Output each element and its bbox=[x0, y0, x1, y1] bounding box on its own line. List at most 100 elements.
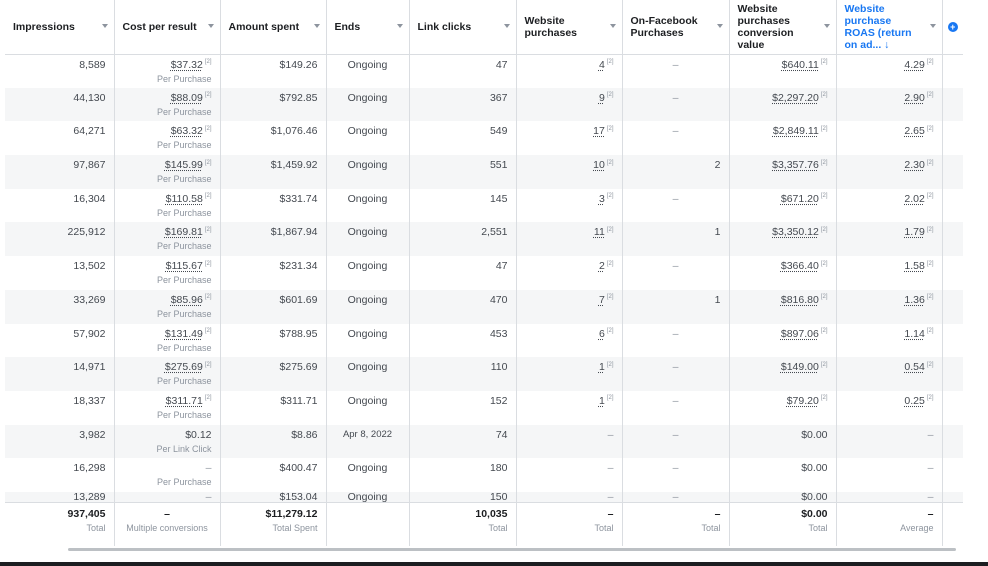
plus-circle-icon[interactable]: + bbox=[947, 21, 958, 32]
column-header-cost-per-result[interactable]: Cost per result bbox=[114, 0, 221, 55]
roas-value[interactable]: 1.14 bbox=[904, 327, 925, 340]
cost-per-result-value[interactable]: $131.49 bbox=[164, 327, 203, 340]
table-row[interactable]: 64,271 $63.32 [2] Per Purchase $1,076.46 Ongo… bbox=[5, 121, 963, 156]
website-purchases-value[interactable]: 1 bbox=[598, 394, 605, 407]
ends-value: Ongoing bbox=[347, 91, 388, 104]
table-row[interactable]: 14,971 $275.69 [2] Per Purchase $275.69 Ongoi… bbox=[5, 357, 963, 391]
window-bottom-edge bbox=[0, 562, 988, 566]
column-header-roas[interactable]: Website purchase ROAS (return on ad... ↓ bbox=[836, 0, 943, 55]
chevron-down-icon[interactable] bbox=[823, 23, 830, 28]
cost-per-result-value[interactable]: $311.71 bbox=[165, 394, 203, 407]
cell-conversion-value: $0.00 bbox=[729, 458, 837, 492]
roas-value[interactable]: 1.36 bbox=[904, 293, 925, 306]
roas-value[interactable]: 2.65 bbox=[904, 125, 925, 138]
column-header-impressions[interactable]: Impressions bbox=[5, 0, 115, 55]
conversion-value[interactable]: $366.40 bbox=[780, 260, 819, 273]
website-purchases-value[interactable]: 6 bbox=[598, 327, 605, 340]
table-row[interactable]: 16,304 $110.58 [2] Per Purchase $331.74 Ongoi… bbox=[5, 188, 963, 223]
chevron-down-icon[interactable] bbox=[207, 23, 214, 28]
table-row[interactable]: 44,130 $88.09 [2] Per Purchase $792.85 Ongoin… bbox=[5, 87, 963, 122]
column-header-ends[interactable]: Ends bbox=[326, 0, 410, 55]
table-row[interactable]: 18,337 $311.71 [2] Per Purchase $311.71 Ongoi… bbox=[5, 390, 963, 425]
cell-link-clicks: 2,551 bbox=[409, 222, 517, 257]
conversion-value[interactable]: $3,350.12 bbox=[772, 226, 819, 239]
website-purchases-value[interactable]: 11 bbox=[593, 226, 605, 239]
chevron-down-icon[interactable] bbox=[396, 23, 403, 28]
website-purchases-value[interactable]: 3 bbox=[598, 192, 605, 205]
conversion-value[interactable]: $671.20 bbox=[780, 192, 819, 205]
cost-per-result-value[interactable]: $275.69 bbox=[164, 361, 203, 374]
website-purchases-value[interactable]: 7 bbox=[598, 293, 605, 306]
amount-spent-value: $400.47 bbox=[279, 462, 318, 475]
cost-per-result-value[interactable]: $115.67 bbox=[165, 260, 203, 273]
table-row[interactable]: 97,867 $145.99 [2] Per Purchase $1,459.92 Ong… bbox=[5, 155, 963, 189]
horizontal-scrollbar[interactable] bbox=[68, 548, 956, 551]
sort-descending-icon[interactable]: ↓ bbox=[884, 38, 890, 51]
chevron-down-icon[interactable] bbox=[609, 23, 616, 28]
roas-value[interactable]: 4.29 bbox=[904, 58, 925, 71]
info-marker: [2] bbox=[204, 395, 212, 402]
roas-value[interactable]: 1.58 bbox=[904, 260, 925, 273]
cost-per-result-value[interactable]: $37.32 bbox=[170, 58, 203, 71]
link-clicks-value: 150 bbox=[489, 491, 508, 503]
conversion-value[interactable]: $640.11 bbox=[781, 58, 819, 71]
amount-spent-value: $8.86 bbox=[291, 428, 318, 441]
cost-per-result-value[interactable]: $88.09 bbox=[170, 91, 203, 104]
chevron-down-icon[interactable] bbox=[716, 23, 723, 28]
amount-spent-value: $601.69 bbox=[279, 293, 318, 306]
conversion-value[interactable]: $816.80 bbox=[780, 293, 819, 306]
roas-value[interactable]: 1.79 bbox=[904, 226, 925, 239]
cost-per-result-value[interactable]: $169.81 bbox=[164, 226, 203, 239]
cell-ends: Ongoing bbox=[326, 222, 410, 257]
chevron-down-icon[interactable] bbox=[929, 23, 936, 28]
conversion-value: $0.00 bbox=[801, 428, 828, 441]
website-purchases-value: – bbox=[607, 491, 614, 503]
table-row[interactable]: 225,912 $169.81 [2] Per Purchase $1,867.94 On… bbox=[5, 222, 963, 257]
table-row[interactable]: 13,502 $115.67 [2] Per Purchase $231.34 Ongoi… bbox=[5, 256, 963, 290]
cell-ends: Ongoing bbox=[326, 491, 410, 503]
conversion-value[interactable]: $2,297.20 bbox=[772, 91, 819, 104]
chevron-down-icon[interactable] bbox=[313, 23, 320, 28]
chevron-down-icon[interactable] bbox=[503, 23, 510, 28]
cell-conversion-value: $2,849.11 [2] bbox=[729, 121, 837, 156]
website-purchases-value[interactable]: 2 bbox=[598, 260, 605, 273]
website-purchases-value[interactable]: 9 bbox=[598, 91, 605, 104]
table-row[interactable]: 16,298 – Per Purchase $400.47 Ongoing 180 – – $0… bbox=[5, 458, 963, 492]
conversion-value[interactable]: $3,357.76 bbox=[772, 159, 819, 172]
roas-value[interactable]: 2.90 bbox=[904, 91, 925, 104]
column-header-amount-spent[interactable]: Amount spent bbox=[220, 0, 327, 55]
chevron-down-icon[interactable] bbox=[101, 23, 108, 28]
table-row[interactable]: 13,289 – $153.04 Ongoing 150 – – $0.00 – bbox=[5, 491, 963, 503]
cost-per-result-value[interactable]: $85.96 bbox=[170, 293, 203, 306]
conversion-value[interactable]: $149.00 bbox=[780, 361, 819, 374]
conversion-value[interactable]: $79.20 bbox=[786, 394, 819, 407]
table-row[interactable]: 33,269 $85.96 [2] Per Purchase $601.69 Ongoin… bbox=[5, 289, 963, 324]
table-row[interactable]: 8,589 $37.32 [2] Per Purchase $149.26 Ongoing… bbox=[5, 54, 963, 88]
cost-per-result-value[interactable]: $110.58 bbox=[165, 192, 203, 205]
cell-on-facebook-purchases: 1 bbox=[622, 289, 730, 324]
cell-website-purchases: 6 [2] bbox=[516, 323, 623, 358]
website-purchases-value[interactable]: 1 bbox=[598, 361, 605, 374]
column-header-link-clicks[interactable]: Link clicks bbox=[409, 0, 517, 55]
table-row[interactable]: 3,982 $0.12 Per Link Click $8.86 Apr 8, 2022… bbox=[5, 424, 963, 459]
website-purchases-value[interactable]: 17 bbox=[593, 125, 605, 138]
column-header-on-facebook-purchases[interactable]: On-Facebook Purchases bbox=[622, 0, 730, 55]
column-header-conversion-value[interactable]: Website purchases conversion value bbox=[729, 0, 837, 55]
conversion-value: $0.00 bbox=[801, 491, 828, 503]
roas-value[interactable]: 2.30 bbox=[904, 159, 925, 172]
roas-value[interactable]: 0.54 bbox=[904, 361, 925, 374]
ends-value: Ongoing bbox=[347, 226, 388, 239]
on-facebook-purchases-value: 1 bbox=[714, 226, 721, 239]
roas-value[interactable]: 2.02 bbox=[904, 192, 925, 205]
conversion-value[interactable]: $897.06 bbox=[780, 327, 819, 340]
roas-value[interactable]: 0.25 bbox=[904, 394, 925, 407]
cell-conversion-value: $640.11 [2] bbox=[729, 54, 837, 88]
add-column-button[interactable]: + bbox=[942, 0, 963, 55]
cost-per-result-value[interactable]: $63.32 bbox=[170, 125, 203, 138]
table-row[interactable]: 57,902 $131.49 [2] Per Purchase $788.95 Ongoi… bbox=[5, 323, 963, 358]
cost-per-result-value[interactable]: $145.99 bbox=[164, 159, 203, 172]
website-purchases-value[interactable]: 10 bbox=[593, 159, 605, 172]
conversion-value[interactable]: $2,849.11 bbox=[772, 125, 819, 138]
column-header-website-purchases[interactable]: Website purchases bbox=[516, 0, 623, 55]
website-purchases-value[interactable]: 4 bbox=[598, 58, 605, 71]
